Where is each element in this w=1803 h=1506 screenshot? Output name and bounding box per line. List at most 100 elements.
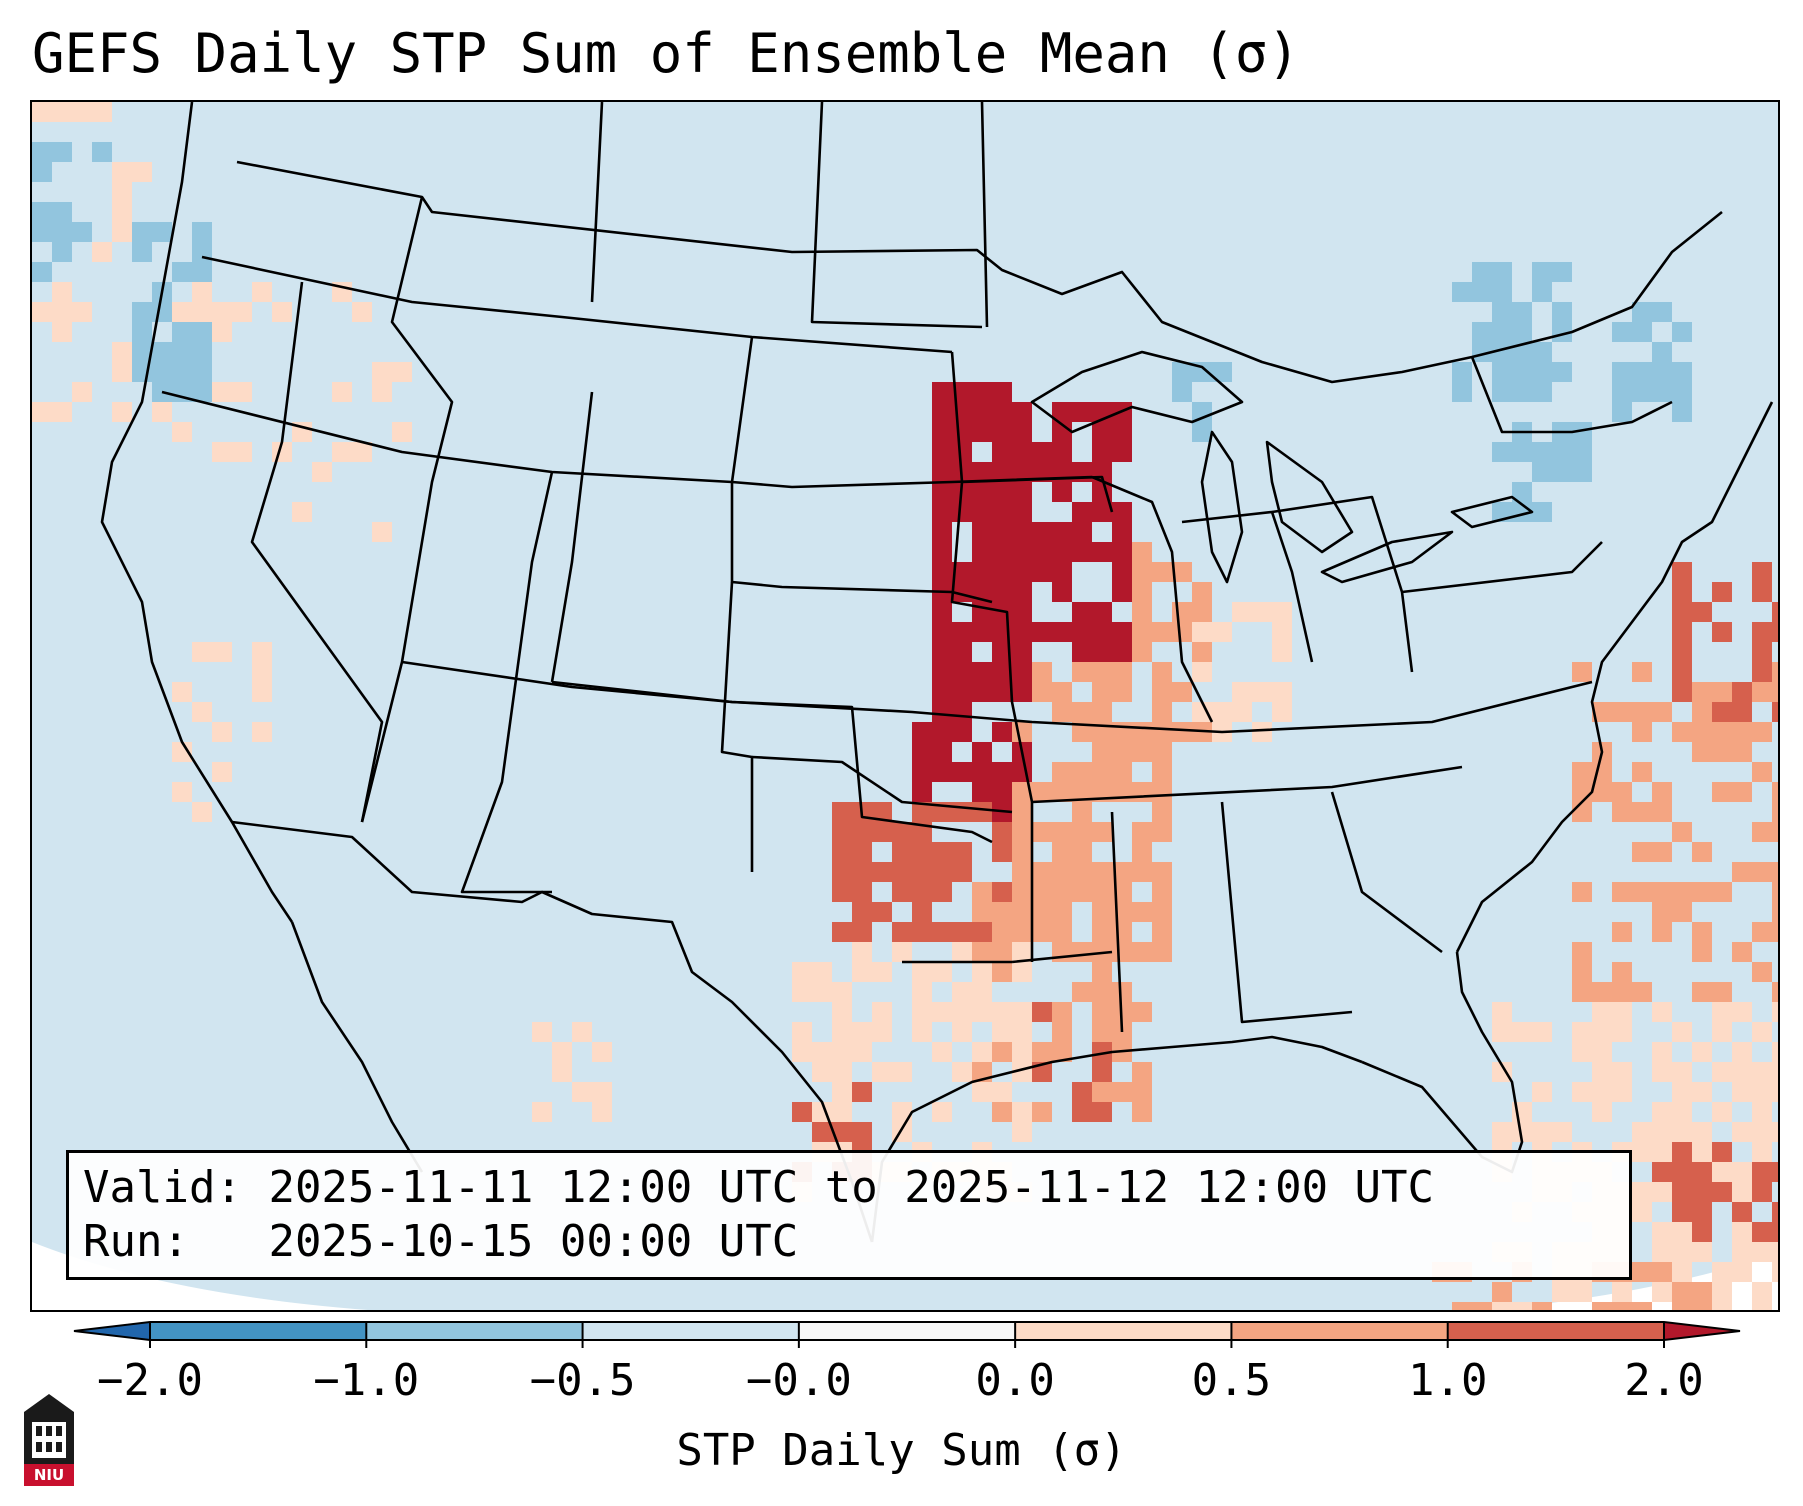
stp-cell: [72, 102, 92, 122]
colorbar-extend-high: [1664, 1322, 1740, 1340]
stp-cell: [1512, 482, 1532, 502]
stp-cell: [1552, 262, 1572, 282]
stp-cell: [852, 842, 872, 862]
stp-cell: [1532, 462, 1552, 482]
stp-cell: [1692, 1282, 1712, 1302]
stp-cell: [1092, 662, 1112, 682]
map-svg: [32, 102, 1778, 1310]
stp-cell: [1672, 562, 1692, 582]
stp-cell: [1132, 942, 1152, 962]
stp-cell: [792, 962, 812, 982]
stp-cell: [972, 1082, 992, 1102]
stp-cell: [1192, 662, 1212, 682]
stp-cell: [1532, 1082, 1552, 1102]
stp-cell: [1572, 982, 1592, 1002]
stp-cell: [152, 342, 172, 362]
stp-cell: [1052, 482, 1072, 502]
stp-cell: [1092, 822, 1112, 842]
colorbar-bin: [150, 1322, 367, 1340]
colorbar-bin: [1231, 1322, 1448, 1340]
stp-cell: [1692, 702, 1712, 722]
stp-cell: [1012, 1022, 1032, 1042]
stp-cell: [112, 182, 132, 202]
stp-cell: [1752, 1122, 1772, 1142]
stp-cell: [152, 402, 172, 422]
chart-title: GEFS Daily STP Sum of Ensemble Mean (σ): [32, 22, 1300, 85]
stp-cell: [1692, 1202, 1712, 1222]
stp-cell: [912, 842, 932, 862]
stp-cell: [1632, 362, 1652, 382]
stp-cell: [1712, 1022, 1732, 1042]
colorbar-bin: [1447, 1322, 1664, 1340]
stp-cell: [992, 722, 1012, 742]
stp-cell: [1752, 1182, 1772, 1202]
stp-cell: [892, 922, 912, 942]
stp-cell: [1692, 1222, 1712, 1242]
stp-cell: [1572, 462, 1592, 482]
stp-cell: [192, 262, 212, 282]
stp-cell: [1632, 762, 1652, 782]
stp-cell: [292, 502, 312, 522]
valid-run-box: Valid: 2025-11-11 12:00 UTC to 2025-11-1…: [66, 1150, 1632, 1280]
florida: [1361, 951, 1524, 1174]
stp-cell: [1032, 462, 1052, 482]
stp-cell: [1592, 1022, 1612, 1042]
stp-cell: [1672, 822, 1692, 842]
stp-cell: [852, 942, 872, 962]
stp-cell: [1752, 722, 1772, 742]
stp-cell: [1132, 642, 1152, 662]
stp-cell: [812, 1062, 832, 1082]
stp-cell: [1612, 982, 1632, 1002]
stp-cell: [1012, 442, 1032, 462]
stp-cell: [872, 1002, 892, 1022]
stp-cell: [1172, 602, 1192, 622]
stp-cell: [1152, 882, 1172, 902]
stp-cell: [1692, 922, 1712, 942]
stp-cell: [952, 802, 972, 822]
stp-cell: [1712, 1282, 1732, 1302]
colorbar-bin: [582, 1322, 799, 1340]
stp-cell: [112, 162, 132, 182]
stp-cell: [992, 922, 1012, 942]
stp-cell: [1572, 762, 1592, 782]
stp-cell: [1572, 802, 1592, 822]
stp-cell: [1012, 582, 1032, 602]
stp-cell: [1252, 602, 1272, 622]
stp-cell: [1492, 1302, 1512, 1310]
stp-cell: [1732, 1262, 1752, 1282]
stp-cell: [1072, 1102, 1092, 1122]
lake-ontario: [1450, 495, 1534, 529]
stp-cell: [1212, 362, 1232, 382]
stp-cell: [72, 302, 92, 322]
stp-cell: [1112, 1082, 1132, 1102]
stp-cell: [932, 422, 952, 442]
colorbar-tick-label: 0.5: [1191, 1355, 1272, 1406]
stp-cell: [1072, 702, 1092, 722]
stp-cell: [1732, 1202, 1752, 1222]
stp-cell: [252, 642, 272, 662]
stp-cell: [1632, 882, 1652, 902]
stp-cell: [1492, 1282, 1512, 1302]
stp-cell: [1012, 1102, 1032, 1122]
stp-cell: [1672, 722, 1692, 742]
stp-cell: [192, 382, 212, 402]
stp-cell: [1732, 1062, 1752, 1082]
stp-cell: [1032, 822, 1052, 842]
stp-cell: [1192, 642, 1212, 662]
stp-cell: [72, 382, 92, 402]
stp-cell: [972, 682, 992, 702]
stp-cell: [1512, 1302, 1532, 1310]
stp-cell: [1772, 802, 1778, 822]
stp-cell: [912, 742, 932, 762]
stp-cell: [1132, 862, 1152, 882]
stp-cell: [932, 1042, 952, 1062]
stp-cell: [32, 162, 52, 182]
stp-cell: [112, 342, 132, 362]
stp-cell: [1472, 1302, 1492, 1310]
stp-cell: [1772, 902, 1778, 922]
run-value: 2025-10-15 00:00 UTC: [268, 1216, 799, 1267]
stp-cell: [1592, 782, 1612, 802]
stp-cell: [1772, 662, 1778, 682]
stp-cell: [1672, 1122, 1692, 1142]
stp-cell: [1072, 982, 1092, 1002]
